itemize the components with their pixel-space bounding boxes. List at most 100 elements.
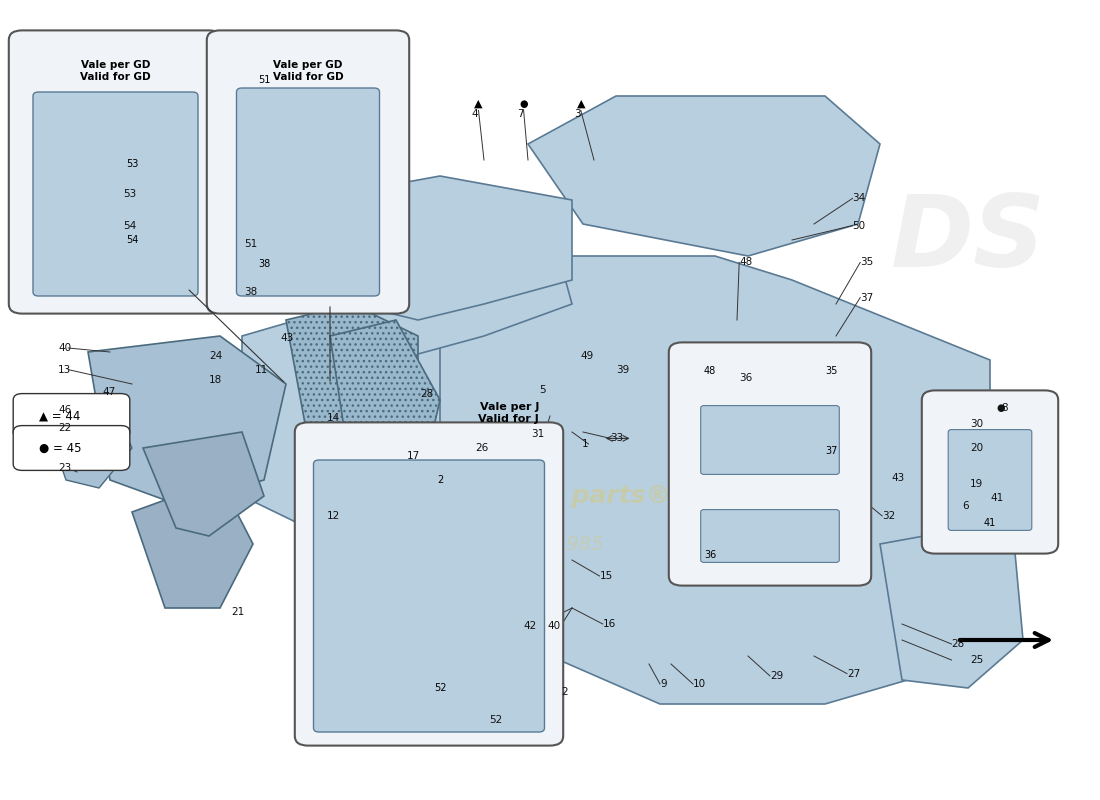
Text: 48: 48 xyxy=(704,366,716,376)
Text: ● = 45: ● = 45 xyxy=(39,442,81,454)
Text: 30: 30 xyxy=(970,419,983,429)
Text: 52: 52 xyxy=(490,715,503,725)
Text: 16: 16 xyxy=(603,619,616,629)
FancyBboxPatch shape xyxy=(9,30,222,314)
Text: 51: 51 xyxy=(257,75,271,85)
Text: 38: 38 xyxy=(244,287,257,297)
Text: 53: 53 xyxy=(123,189,136,198)
Polygon shape xyxy=(143,432,264,536)
Text: ▲ = 44: ▲ = 44 xyxy=(39,410,80,422)
Text: 39: 39 xyxy=(616,365,629,374)
Text: 29: 29 xyxy=(770,671,783,681)
Text: 14: 14 xyxy=(327,413,340,422)
FancyBboxPatch shape xyxy=(314,460,544,732)
Polygon shape xyxy=(308,200,572,360)
Text: since 1985: since 1985 xyxy=(497,534,603,554)
Text: 54: 54 xyxy=(123,221,136,230)
Text: 35: 35 xyxy=(860,258,873,267)
Text: 10: 10 xyxy=(693,679,706,689)
Polygon shape xyxy=(528,96,880,256)
FancyBboxPatch shape xyxy=(701,406,839,474)
Text: 43: 43 xyxy=(891,474,904,483)
FancyBboxPatch shape xyxy=(295,422,563,746)
Text: 4: 4 xyxy=(472,109,478,118)
Text: 9: 9 xyxy=(660,679,667,689)
Text: 43: 43 xyxy=(280,333,294,342)
Text: 37: 37 xyxy=(860,293,873,302)
Text: 49: 49 xyxy=(581,351,594,361)
Text: 26: 26 xyxy=(475,443,488,453)
Text: 36: 36 xyxy=(704,550,716,560)
Text: ▲: ▲ xyxy=(576,99,585,109)
Polygon shape xyxy=(88,336,286,504)
Text: 17: 17 xyxy=(407,451,420,461)
Text: 32: 32 xyxy=(882,511,895,521)
Text: 27: 27 xyxy=(847,669,860,678)
Text: 6: 6 xyxy=(962,501,969,510)
FancyBboxPatch shape xyxy=(669,342,871,586)
Text: 50: 50 xyxy=(852,221,866,230)
FancyBboxPatch shape xyxy=(948,430,1032,530)
Text: 52: 52 xyxy=(433,683,447,693)
Text: 48: 48 xyxy=(739,258,752,267)
Polygon shape xyxy=(132,480,253,608)
Text: Vale per GD
Valid for GD: Vale per GD Valid for GD xyxy=(273,60,343,82)
Text: 13: 13 xyxy=(58,365,72,374)
Text: 2: 2 xyxy=(561,687,568,697)
Text: 54: 54 xyxy=(125,235,139,245)
Polygon shape xyxy=(286,304,418,464)
Text: 41: 41 xyxy=(983,518,997,528)
FancyBboxPatch shape xyxy=(922,390,1058,554)
Text: 34: 34 xyxy=(852,194,866,203)
Text: DS: DS xyxy=(891,191,1045,289)
Text: 28: 28 xyxy=(420,389,433,398)
Text: 41: 41 xyxy=(990,493,1003,502)
Text: 37: 37 xyxy=(825,446,837,456)
Text: 36: 36 xyxy=(739,373,752,382)
FancyBboxPatch shape xyxy=(207,30,409,314)
Text: 38: 38 xyxy=(257,259,271,269)
Text: 31: 31 xyxy=(531,429,544,438)
Text: 5: 5 xyxy=(539,386,546,395)
Text: 1: 1 xyxy=(582,439,588,449)
Text: 51: 51 xyxy=(244,239,257,249)
Text: 18: 18 xyxy=(209,375,222,385)
Text: 28: 28 xyxy=(952,639,965,649)
FancyBboxPatch shape xyxy=(33,92,198,296)
Text: 35: 35 xyxy=(825,366,837,376)
Text: 25: 25 xyxy=(970,655,983,665)
Polygon shape xyxy=(330,320,440,496)
Text: 7: 7 xyxy=(517,109,524,118)
Text: 12: 12 xyxy=(327,511,340,521)
Text: Vale per J
Valid for J: Vale per J Valid for J xyxy=(478,402,539,424)
Text: 40: 40 xyxy=(548,621,561,630)
Text: 8: 8 xyxy=(1001,403,1008,413)
Polygon shape xyxy=(308,176,572,320)
Text: 42: 42 xyxy=(524,621,537,630)
Text: 2: 2 xyxy=(437,475,443,485)
Polygon shape xyxy=(242,304,440,528)
Text: 47: 47 xyxy=(102,387,116,397)
Text: 22: 22 xyxy=(58,423,72,433)
Text: 21: 21 xyxy=(231,607,244,617)
Text: 3: 3 xyxy=(574,109,581,118)
Text: ●: ● xyxy=(997,403,1005,413)
Text: 20: 20 xyxy=(970,443,983,453)
Text: 33: 33 xyxy=(610,434,624,443)
Polygon shape xyxy=(880,520,1023,688)
Text: ●: ● xyxy=(519,99,528,109)
Text: 19: 19 xyxy=(970,479,983,489)
Polygon shape xyxy=(418,256,990,704)
Text: 53: 53 xyxy=(125,159,139,169)
FancyBboxPatch shape xyxy=(236,88,380,296)
Text: ▲: ▲ xyxy=(474,99,483,109)
Text: 11: 11 xyxy=(255,365,268,374)
FancyBboxPatch shape xyxy=(701,510,839,562)
Polygon shape xyxy=(44,400,132,488)
FancyBboxPatch shape xyxy=(13,426,130,470)
Text: 40: 40 xyxy=(58,343,72,353)
Text: 15: 15 xyxy=(600,571,613,581)
Text: 23: 23 xyxy=(58,463,72,473)
FancyBboxPatch shape xyxy=(13,394,130,438)
Text: 24: 24 xyxy=(209,351,222,361)
